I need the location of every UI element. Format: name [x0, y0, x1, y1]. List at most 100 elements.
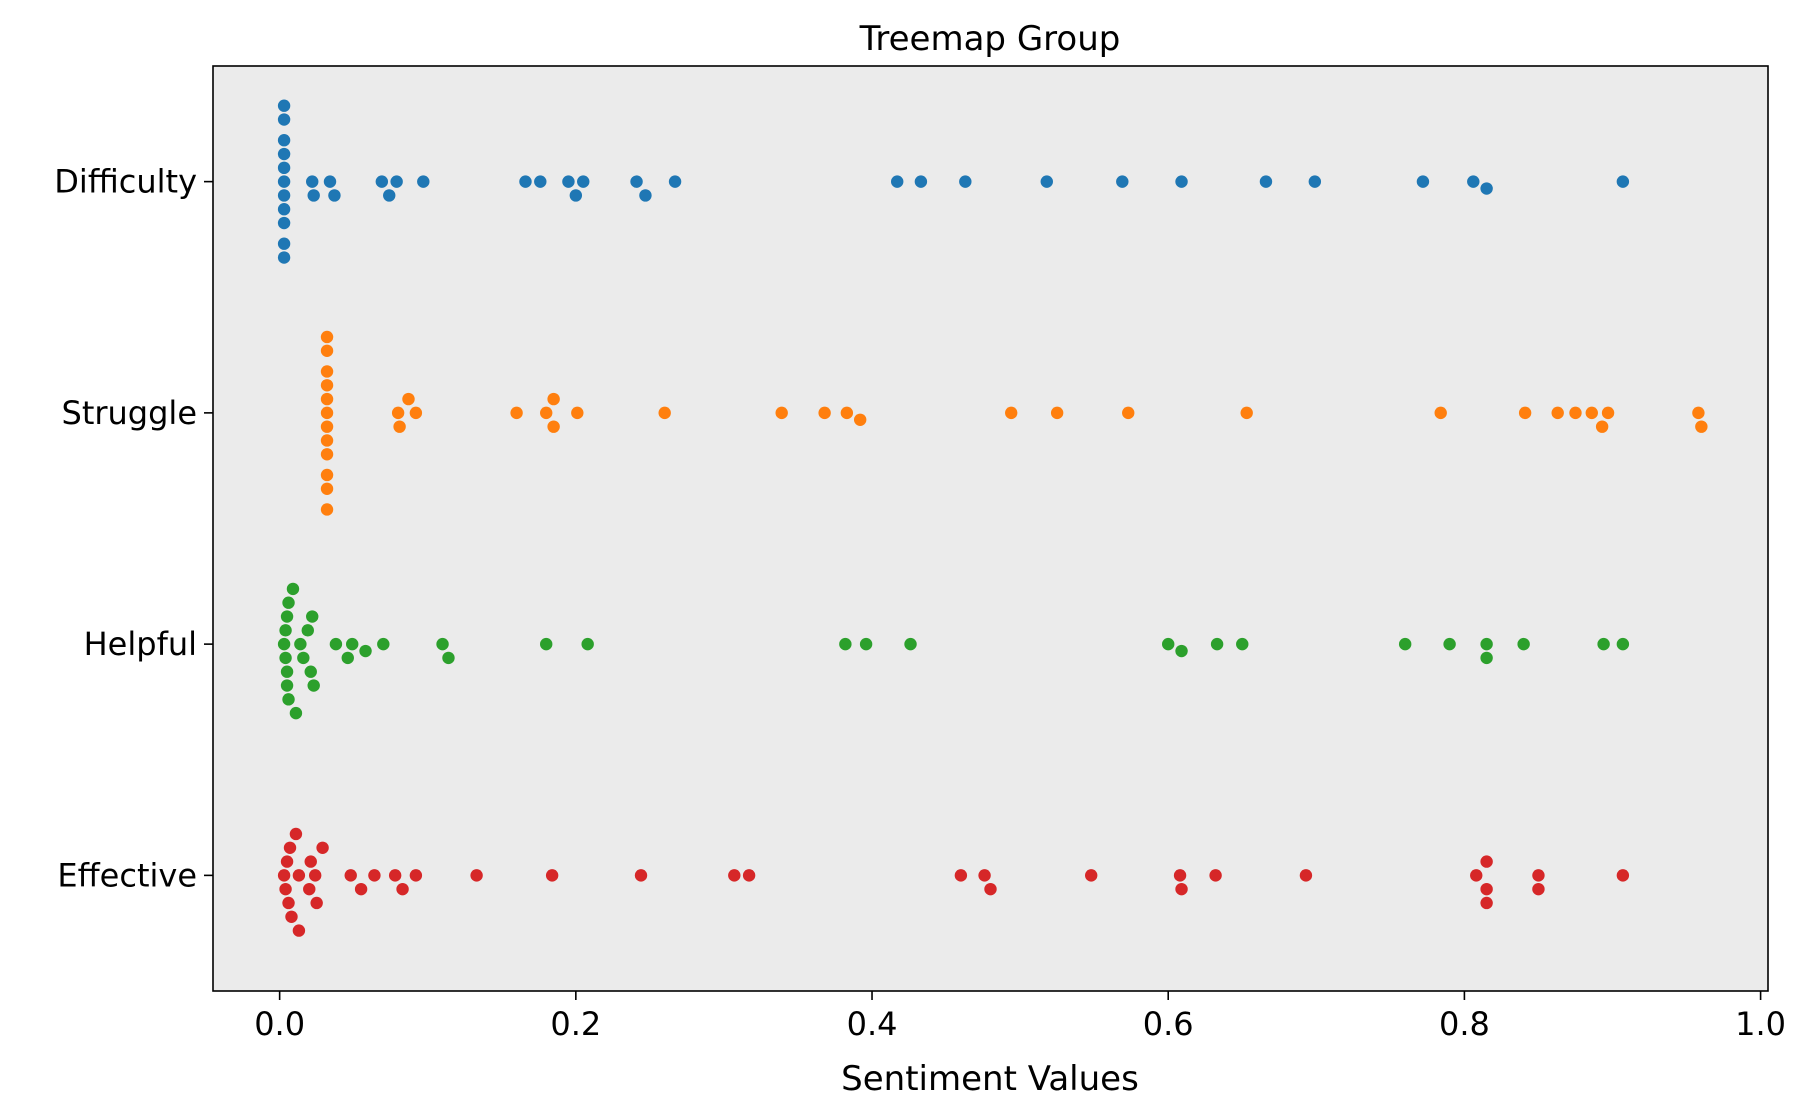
point-effective — [1532, 882, 1545, 896]
point-helpful — [280, 610, 294, 623]
point-difficulty — [375, 175, 389, 188]
point-difficulty — [277, 237, 291, 250]
point-effective — [292, 869, 306, 882]
point-difficulty — [277, 216, 291, 230]
point-effective — [283, 841, 297, 854]
point-difficulty — [1259, 175, 1273, 188]
point-effective — [1532, 869, 1545, 882]
point-difficulty — [1040, 175, 1053, 188]
point-difficulty — [1467, 175, 1480, 188]
point-effective — [285, 910, 298, 923]
point-effective — [388, 869, 402, 882]
point-struggle — [547, 420, 560, 433]
point-struggle — [1122, 406, 1135, 420]
point-struggle — [818, 406, 831, 420]
point-helpful — [294, 637, 307, 651]
point-helpful — [280, 679, 294, 692]
point-effective — [1175, 882, 1188, 896]
data-points — [277, 99, 1708, 937]
point-difficulty — [306, 175, 319, 188]
point-difficulty — [1480, 182, 1493, 195]
point-difficulty — [277, 175, 291, 188]
y-category-label: Struggle — [62, 394, 198, 432]
point-difficulty — [328, 189, 341, 202]
point-difficulty — [959, 175, 972, 188]
point-difficulty — [390, 175, 403, 188]
point-helpful — [306, 610, 319, 623]
point-effective — [396, 882, 409, 896]
point-helpful — [280, 665, 294, 678]
point-difficulty — [277, 251, 291, 264]
point-helpful — [377, 637, 390, 651]
y-category-label: Helpful — [84, 625, 197, 663]
point-helpful — [277, 637, 291, 651]
point-difficulty — [1308, 175, 1322, 188]
point-helpful — [359, 644, 372, 658]
point-effective — [1299, 869, 1313, 882]
point-effective — [280, 855, 294, 868]
point-helpful — [346, 637, 359, 651]
point-struggle — [1695, 420, 1708, 433]
point-difficulty — [277, 203, 291, 216]
point-struggle — [1518, 406, 1532, 420]
point-effective — [409, 869, 423, 882]
point-struggle — [1240, 406, 1253, 420]
point-difficulty — [323, 175, 337, 188]
point-difficulty — [307, 189, 320, 202]
x-axis-title: Sentiment Values — [841, 1059, 1139, 1099]
point-struggle — [320, 482, 334, 495]
point-helpful — [581, 637, 594, 651]
x-axis: 0.0 0.2 0.4 0.6 0.8 1.0 — [254, 991, 1786, 1043]
y-axis: Difficulty Struggle Helpful Effective — [54, 163, 213, 894]
point-helpful — [304, 665, 317, 678]
point-effective — [303, 882, 316, 896]
point-difficulty — [383, 189, 396, 202]
point-difficulty — [668, 175, 682, 188]
point-struggle — [391, 406, 405, 420]
point-struggle — [402, 392, 415, 406]
point-struggle — [320, 330, 334, 344]
point-struggle — [1434, 406, 1447, 420]
point-effective — [978, 869, 991, 882]
point-struggle — [320, 344, 334, 357]
point-effective — [470, 869, 483, 882]
y-category-label: Difficulty — [54, 163, 197, 201]
point-helpful — [1210, 637, 1224, 651]
point-effective — [984, 882, 997, 896]
point-difficulty — [277, 99, 291, 112]
point-struggle — [853, 413, 867, 426]
point-helpful — [904, 637, 917, 651]
point-helpful — [436, 637, 449, 651]
point-struggle — [1569, 406, 1582, 420]
point-effective — [1209, 869, 1222, 882]
point-helpful — [301, 624, 314, 637]
point-effective — [368, 869, 381, 882]
point-helpful — [1480, 651, 1493, 665]
point-effective — [1173, 869, 1187, 882]
point-effective — [277, 869, 291, 882]
point-struggle — [320, 448, 334, 461]
x-tick-label: 0.6 — [1143, 1005, 1194, 1043]
point-struggle — [547, 392, 560, 406]
point-effective — [545, 869, 559, 882]
point-struggle — [1601, 406, 1615, 420]
point-effective — [292, 924, 306, 937]
point-difficulty — [1175, 175, 1188, 188]
point-helpful — [1616, 637, 1630, 651]
point-struggle — [1005, 406, 1018, 420]
point-helpful — [341, 651, 354, 665]
point-struggle — [510, 406, 523, 420]
point-effective — [1480, 896, 1493, 910]
point-effective — [728, 869, 741, 882]
point-helpful — [540, 637, 553, 651]
point-effective — [1616, 869, 1630, 882]
point-helpful — [286, 582, 300, 596]
point-struggle — [393, 420, 406, 433]
point-difficulty — [277, 113, 291, 126]
point-effective — [279, 882, 292, 896]
point-effective — [1480, 855, 1493, 868]
point-effective — [634, 869, 648, 882]
x-tick-label: 0.8 — [1439, 1005, 1490, 1043]
point-helpful — [297, 651, 310, 665]
point-struggle — [320, 468, 334, 482]
